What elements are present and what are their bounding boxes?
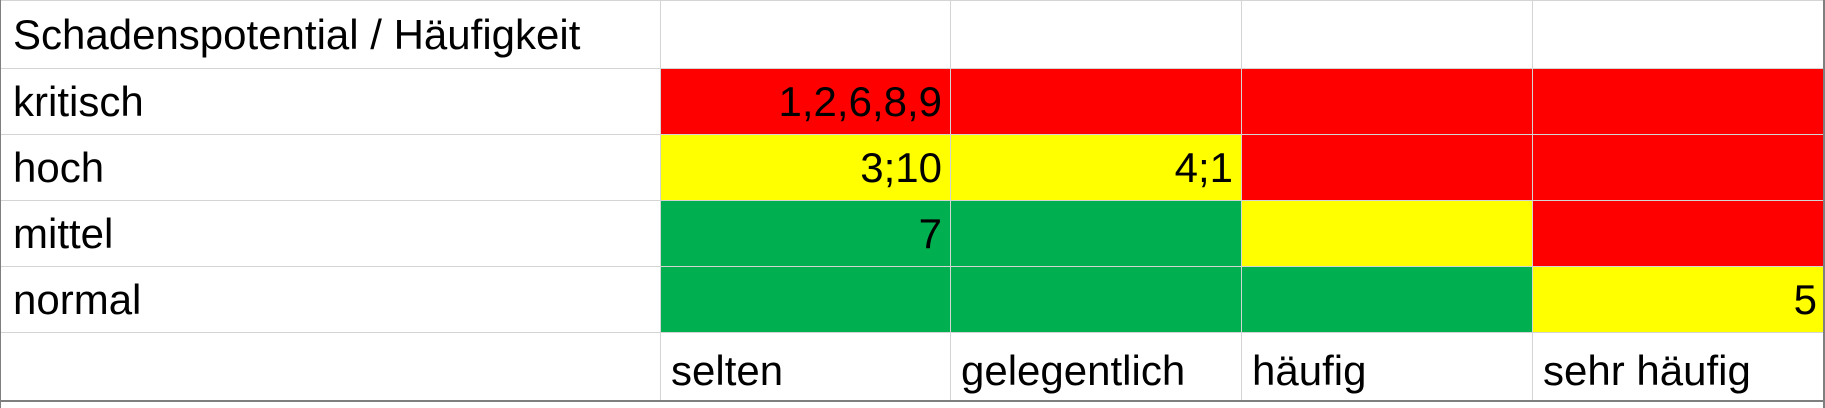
matrix-cell[interactable]: [1241, 68, 1533, 135]
corner-label: Schadenspotential / Häufigkeit: [13, 10, 581, 58]
header-empty-cell[interactable]: [1241, 0, 1533, 69]
header-empty-cell[interactable]: [660, 0, 951, 69]
matrix-cell[interactable]: [1241, 266, 1533, 333]
cell-value: 3;10: [860, 143, 942, 191]
column-labels-row: selten gelegentlich häufig sehr häufig: [0, 332, 1825, 402]
column-label-cell[interactable]: selten: [660, 332, 951, 402]
matrix-cell[interactable]: [1241, 134, 1533, 201]
column-label-cell[interactable]: gelegentlich: [950, 332, 1242, 402]
cell-value: 7: [918, 209, 942, 257]
column-label: sehr häufig: [1543, 346, 1751, 394]
cell-value: 4;1: [1174, 143, 1233, 191]
row-label: normal: [13, 275, 142, 323]
matrix-cell[interactable]: [1532, 134, 1825, 201]
row-label-cell[interactable]: mittel: [0, 200, 661, 267]
row-label-cell[interactable]: hoch: [0, 134, 661, 201]
matrix-cell[interactable]: [950, 68, 1242, 135]
column-label-cell[interactable]: sehr häufig: [1532, 332, 1825, 402]
column-label: selten: [671, 346, 784, 394]
matrix-row-normal: normal 5: [0, 266, 1825, 333]
matrix-row-kritisch: kritisch 1,2,6,8,9: [0, 68, 1825, 135]
matrix-cell[interactable]: 3;10: [660, 134, 951, 201]
cell-value: 1,2,6,8,9: [778, 77, 942, 125]
cell-value: 5: [1793, 275, 1817, 323]
corner-label-cell[interactable]: Schadenspotential / Häufigkeit: [0, 0, 661, 69]
header-row: Schadenspotential / Häufigkeit: [0, 0, 1825, 69]
matrix-cell[interactable]: [660, 266, 951, 333]
row-label: kritisch: [13, 77, 144, 125]
matrix-row-hoch: hoch 3;10 4;1: [0, 134, 1825, 201]
column-label-cell[interactable]: häufig: [1241, 332, 1533, 402]
header-empty-cell[interactable]: [1532, 0, 1825, 69]
column-label: gelegentlich: [961, 346, 1186, 394]
matrix-cell[interactable]: 4;1: [950, 134, 1242, 201]
matrix-cell[interactable]: 1,2,6,8,9: [660, 68, 951, 135]
row-label: hoch: [13, 143, 105, 191]
column-label: häufig: [1252, 346, 1367, 394]
matrix-cell[interactable]: [1532, 68, 1825, 135]
matrix-cell[interactable]: [1241, 200, 1533, 267]
row-label: mittel: [13, 209, 114, 257]
row-label-cell[interactable]: kritisch: [0, 68, 661, 135]
footer-empty-cell[interactable]: [0, 332, 661, 402]
matrix-row-mittel: mittel 7: [0, 200, 1825, 267]
row-label-cell[interactable]: normal: [0, 266, 661, 333]
matrix-cell[interactable]: [950, 200, 1242, 267]
matrix-cell[interactable]: [1532, 200, 1825, 267]
matrix-cell[interactable]: 7: [660, 200, 951, 267]
matrix-cell[interactable]: 5: [1532, 266, 1825, 333]
matrix-cell[interactable]: [950, 266, 1242, 333]
header-empty-cell[interactable]: [950, 0, 1242, 69]
